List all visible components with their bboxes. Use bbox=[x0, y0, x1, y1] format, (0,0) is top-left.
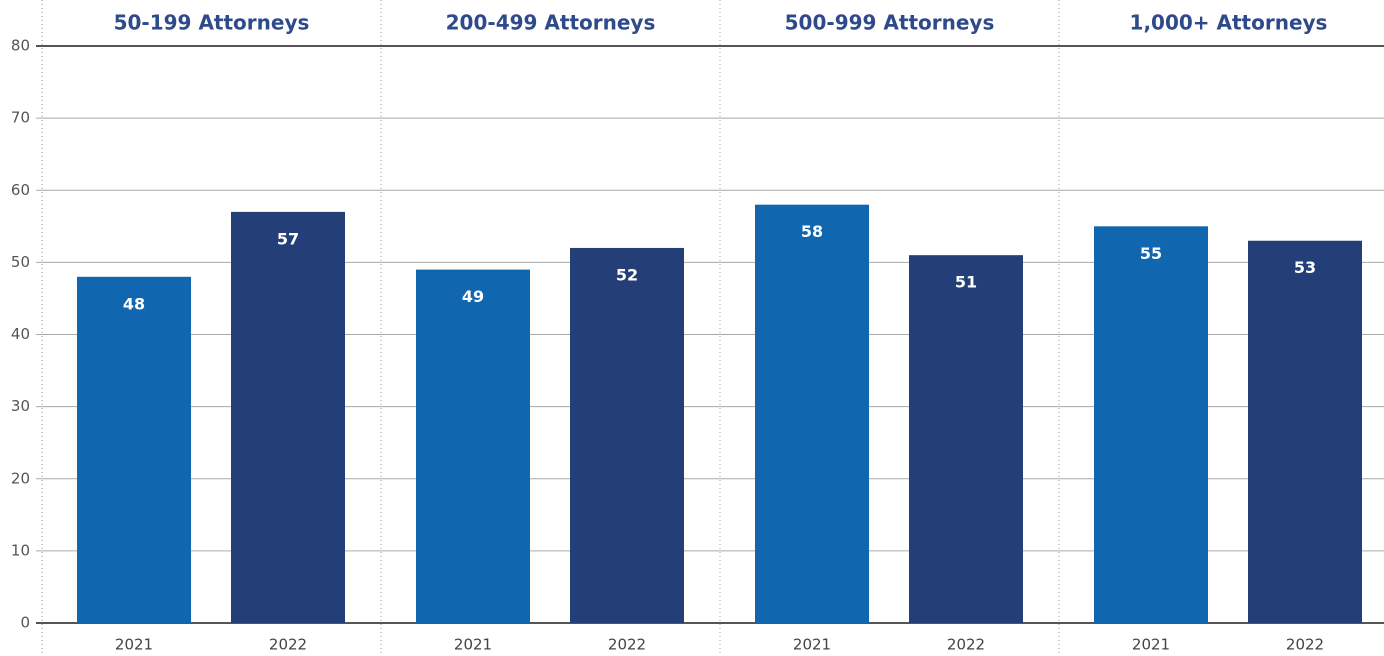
value-label: 49 bbox=[462, 287, 484, 306]
x-tick-label: 2021 bbox=[793, 636, 831, 654]
x-tick-label: 2021 bbox=[115, 636, 153, 654]
x-tick-label: 2022 bbox=[947, 636, 985, 654]
y-tick-label: 60 bbox=[11, 181, 30, 199]
value-label: 48 bbox=[123, 294, 145, 313]
value-label: 52 bbox=[616, 265, 638, 284]
bar bbox=[1248, 240, 1362, 624]
value-label: 55 bbox=[1140, 244, 1162, 263]
x-tick-label: 2022 bbox=[1286, 636, 1324, 654]
bar bbox=[231, 211, 345, 623]
bar bbox=[416, 269, 530, 623]
value-label: 51 bbox=[955, 273, 977, 292]
value-label: 53 bbox=[1294, 258, 1316, 277]
bar bbox=[1094, 226, 1208, 623]
y-tick-label: 80 bbox=[11, 37, 30, 55]
y-tick-label: 20 bbox=[11, 469, 30, 487]
value-label: 58 bbox=[801, 222, 823, 241]
x-tick-label: 2022 bbox=[269, 636, 307, 654]
y-tick-label: 0 bbox=[20, 614, 30, 632]
panel-title: 500-999 Attorneys bbox=[785, 11, 995, 35]
panel-title: 1,000+ Attorneys bbox=[1130, 11, 1328, 35]
x-tick-label: 2021 bbox=[454, 636, 492, 654]
y-tick-label: 40 bbox=[11, 325, 30, 343]
y-tick-label: 10 bbox=[11, 541, 30, 559]
bar bbox=[570, 247, 684, 623]
bar bbox=[755, 204, 869, 624]
x-tick-label: 2022 bbox=[608, 636, 646, 654]
value-label: 57 bbox=[277, 229, 299, 248]
panel-title: 50-199 Attorneys bbox=[114, 11, 310, 35]
bar bbox=[77, 276, 191, 623]
bar bbox=[909, 255, 1023, 623]
y-tick-label: 30 bbox=[11, 397, 30, 415]
x-tick-label: 2021 bbox=[1132, 636, 1170, 654]
panel-title: 200-499 Attorneys bbox=[446, 11, 656, 35]
y-tick-label: 70 bbox=[11, 109, 30, 127]
y-tick-label: 50 bbox=[11, 253, 30, 271]
